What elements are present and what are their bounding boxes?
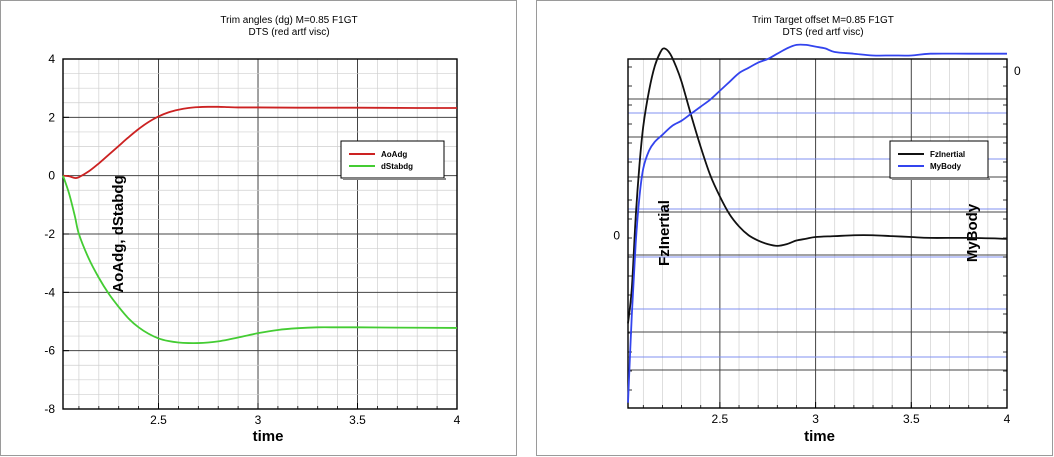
- legend-label-mybody: MyBody: [930, 162, 962, 171]
- chart-subtitle: DTS (red artf visc): [782, 27, 863, 38]
- legend-label-aoadg: AoAdg: [381, 150, 407, 159]
- y-tick-label: 2: [48, 110, 55, 124]
- x-axis-title: time: [804, 428, 835, 445]
- x-tick-label: 3: [812, 412, 819, 426]
- y-tick-label: -4: [44, 285, 55, 299]
- x-tick-label: 4: [1004, 412, 1011, 426]
- x-tick-label: 3: [255, 413, 262, 427]
- series-line-fzinertial: [627, 47, 1008, 324]
- series-line-dstabdg: [62, 175, 458, 345]
- series-line-aoadg: [62, 105, 458, 179]
- x-tick-label: 4: [454, 413, 461, 427]
- y-tick-label: -2: [44, 227, 55, 241]
- legend-box: [340, 140, 445, 179]
- y-tick-label: 4: [48, 52, 55, 66]
- right-y-axis-title: MyBody: [964, 203, 981, 262]
- legend-label-fzinertial: FzInertial: [930, 150, 965, 159]
- right-y-tick-label: 0: [1014, 64, 1021, 78]
- legend-label-dstabdg: dStabdg: [381, 162, 413, 171]
- x-axis-title: time: [253, 428, 284, 445]
- chart-title: Trim angles (dg) M=0.85 F1GT: [220, 15, 357, 26]
- y-tick-label: 0: [48, 169, 55, 183]
- left-y-tick-label: 0: [613, 228, 620, 242]
- legend-shadow: [343, 178, 446, 180]
- series-line-mybody: [627, 43, 1007, 403]
- left-y-axis-title: FzInertial: [656, 200, 673, 266]
- y-tick-label: -8: [44, 402, 55, 416]
- legend-box: [889, 140, 989, 179]
- chart-panel-trim-target-offset: Trim Target offset M=0.85 F1GT DTS (red a…: [536, 0, 1053, 456]
- x-tick-label: 3.5: [349, 413, 366, 427]
- chart-title: Trim Target offset M=0.85 F1GT: [752, 15, 894, 26]
- chart-subtitle: DTS (red artf visc): [248, 27, 329, 38]
- x-tick-label: 2.5: [712, 412, 729, 426]
- legend-shadow: [892, 178, 990, 180]
- plot-frame: [627, 58, 1008, 409]
- x-tick-label: 2.5: [150, 413, 167, 427]
- y-tick-label: -6: [44, 344, 55, 358]
- chart-panel-trim-angles: Trim angles (dg) M=0.85 F1GT DTS (red art…: [0, 0, 517, 456]
- x-tick-label: 3.5: [903, 412, 920, 426]
- y-axis-title: AoAdg, dStabdg: [110, 175, 127, 292]
